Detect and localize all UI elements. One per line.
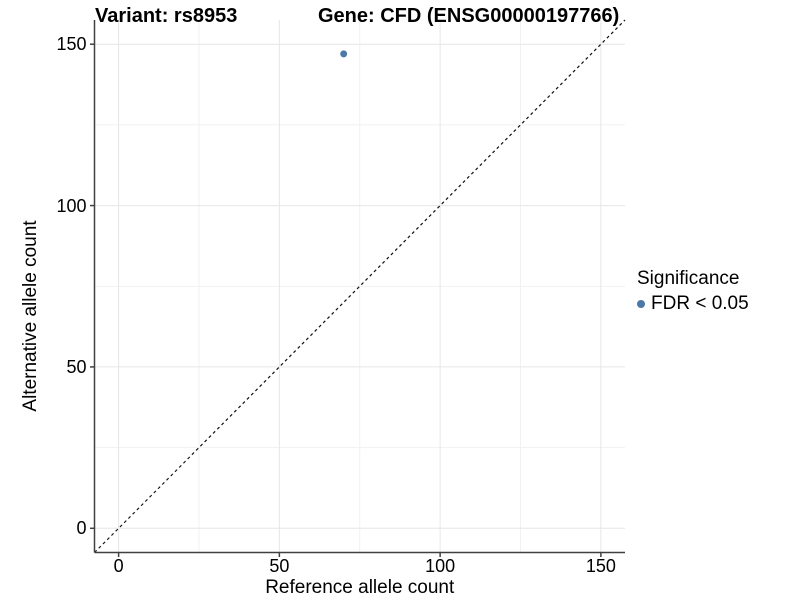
- legend-point-icon: [637, 300, 645, 308]
- x-tick-label: 100: [425, 556, 456, 576]
- legend-item-label: FDR < 0.05: [651, 293, 749, 314]
- y-tick-label: 50: [66, 356, 87, 377]
- legend-item: FDR < 0.05: [637, 293, 749, 315]
- y-axis-title: Alternative allele count: [20, 220, 41, 412]
- identity-dashed-line: [94, 19, 626, 553]
- x-tick-label: 150: [585, 556, 616, 576]
- plot-title-variant: Variant: rs8953: [95, 5, 238, 27]
- data-point: [340, 50, 348, 58]
- y-tick-label: 150: [56, 34, 87, 55]
- legend-title: Significance: [637, 268, 740, 289]
- legend: Significance FDR < 0.05: [637, 268, 749, 315]
- x-axis-title: Reference allele count: [265, 577, 455, 598]
- x-tick-label: 50: [269, 556, 290, 576]
- x-tick-label: 0: [113, 556, 124, 576]
- y-tick-label: 0: [76, 518, 87, 539]
- plot-title-gene: Gene: CFD (ENSG00000197766): [318, 5, 620, 27]
- y-tick-label: 100: [56, 195, 87, 216]
